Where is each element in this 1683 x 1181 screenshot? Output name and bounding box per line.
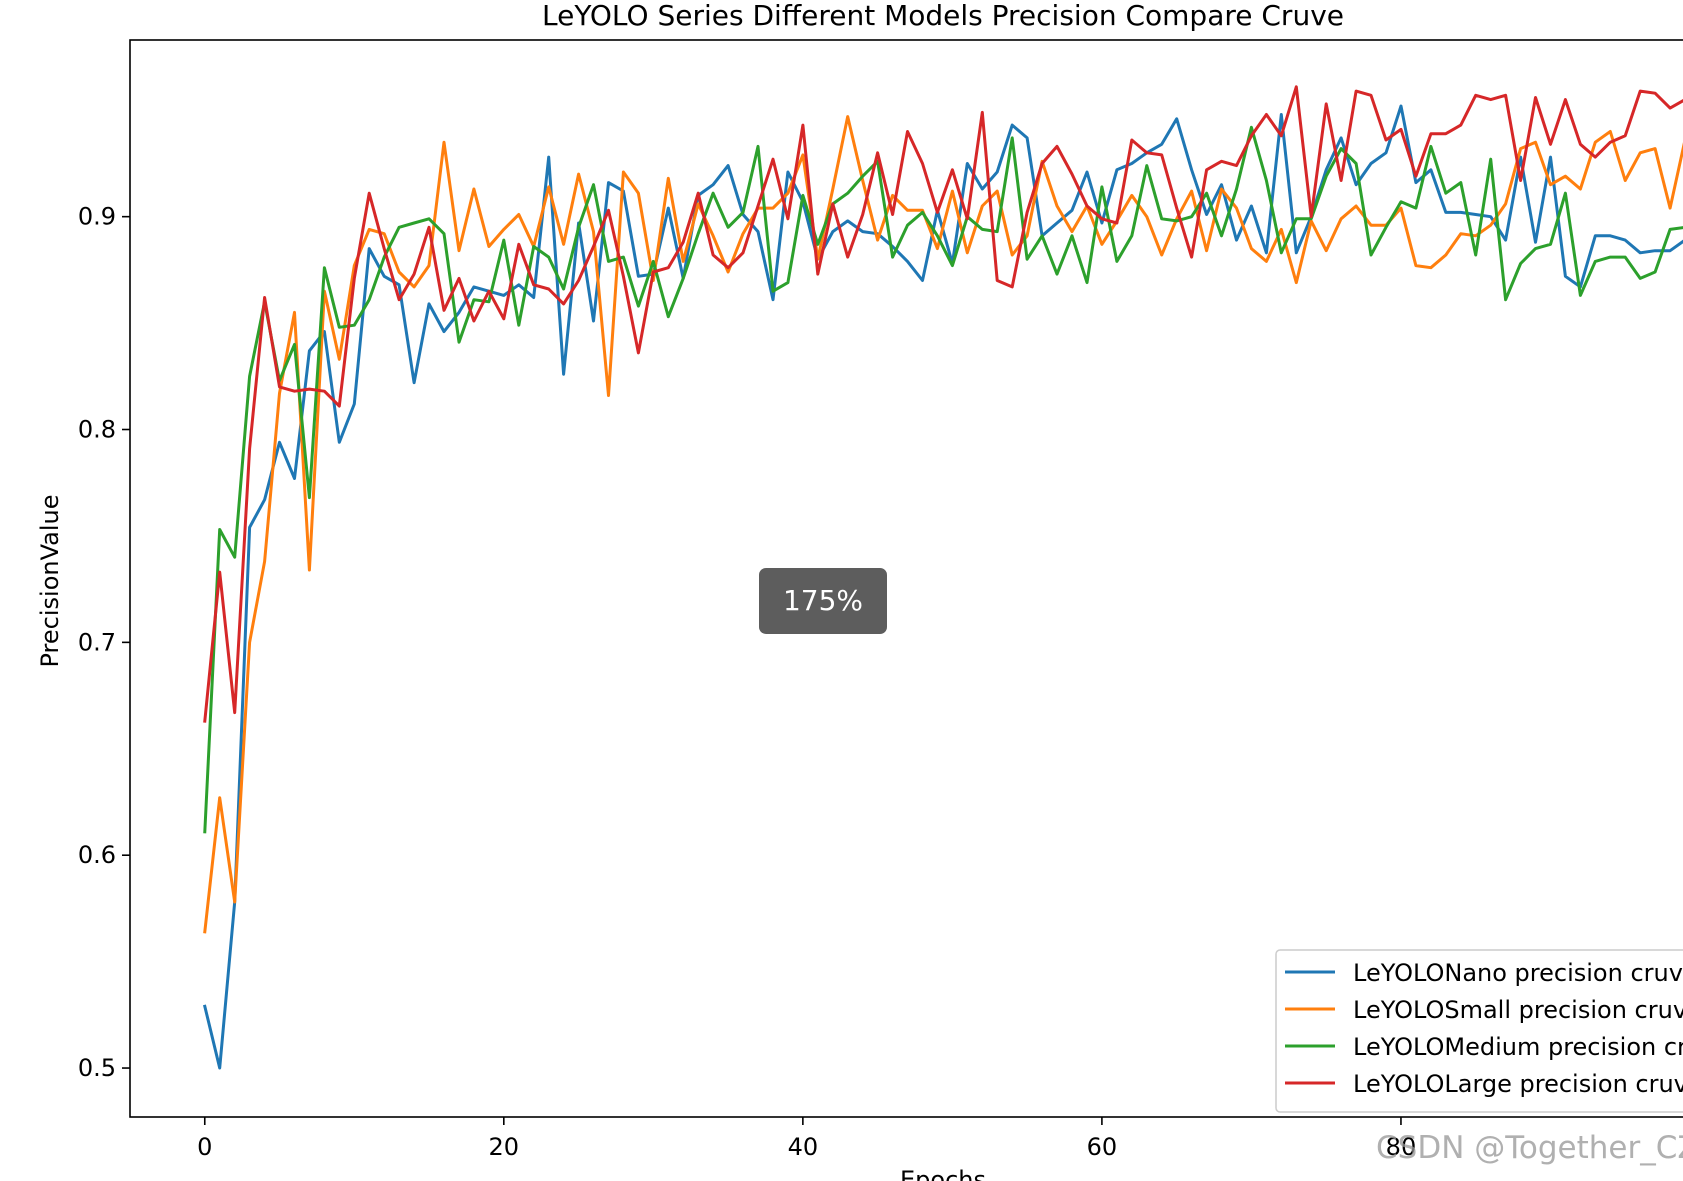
x-tick-label: 60 [1087, 1133, 1118, 1161]
legend-label: LeYOLOSmall precision cruve [1353, 996, 1683, 1024]
x-axis-ticks: 0 20 40 60 80 [197, 1117, 1416, 1161]
y-tick-label: 0.7 [78, 628, 116, 656]
zoom-level-overlay: 175% [759, 568, 887, 634]
y-tick-label: 0.6 [78, 841, 116, 869]
legend-label: LeYOLOMedium precision cruve [1353, 1033, 1683, 1061]
legend-label: LeYOLOLarge precision cruve [1353, 1070, 1683, 1098]
chart-title: LeYOLO Series Different Models Precision… [542, 0, 1344, 32]
y-axis-ticks: 0.5 0.6 0.7 0.8 0.9 [78, 203, 130, 1082]
legend: LeYOLONano precision cruve LeYOLOSmall pr… [1276, 950, 1683, 1112]
series-layer [205, 87, 1683, 1068]
x-tick-label: 40 [788, 1133, 819, 1161]
legend-label: LeYOLONano precision cruve [1353, 959, 1683, 987]
y-tick-label: 0.8 [78, 416, 116, 444]
y-tick-label: 0.9 [78, 203, 116, 231]
x-axis-label: Epochs [900, 1166, 986, 1181]
x-tick-label: 20 [489, 1133, 520, 1161]
watermark: CSDN @Together_CZ [1376, 1130, 1683, 1166]
x-tick-label: 0 [197, 1133, 212, 1161]
y-axis-label: PrecisionValue [36, 495, 64, 668]
y-tick-label: 0.5 [78, 1054, 116, 1082]
